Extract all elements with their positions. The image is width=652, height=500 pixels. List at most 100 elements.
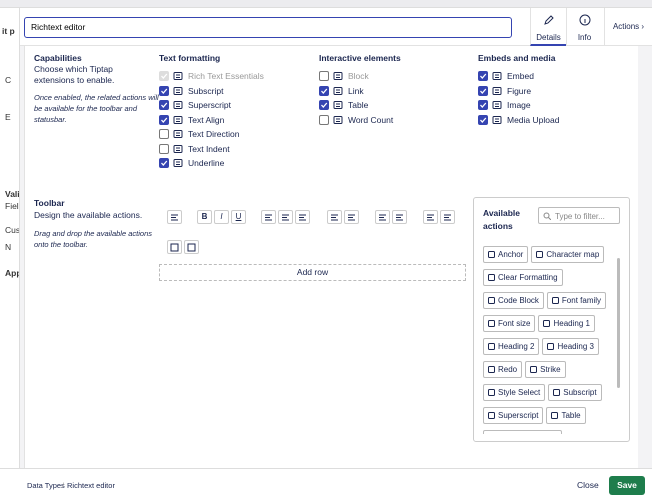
checkbox-label: Table [348, 100, 369, 110]
checkbox-item[interactable]: Subscript [159, 85, 223, 96]
action-chip[interactable]: Style Select [483, 384, 546, 401]
checkbox-item[interactable]: Link [319, 85, 364, 96]
breadcrumb: Richtext editor [67, 481, 115, 490]
filter-input[interactable]: Type to filter... [538, 207, 620, 224]
action-chip[interactable]: Strike [525, 361, 566, 378]
checkbox [159, 71, 169, 81]
main-panel: Capabilities Choose which Tiptap extensi… [24, 46, 638, 468]
action-chip[interactable]: Heading 1 [538, 315, 595, 332]
checkbox [319, 71, 329, 81]
checkbox-label: Rich Text Essentials [188, 71, 264, 81]
sidebar-text: App [5, 268, 20, 278]
sidebar-text: it p [2, 26, 15, 36]
icon [543, 320, 551, 327]
top-strip [0, 0, 652, 8]
checkbox-item[interactable]: Image [478, 100, 531, 110]
action-chip[interactable]: Redo [483, 361, 523, 378]
checkbox-label: Superscript [188, 100, 231, 110]
action-label: Redo [498, 365, 518, 374]
breadcrumb[interactable]: Data Types [27, 481, 65, 490]
filter-placeholder: Type to filter... [555, 212, 605, 221]
icon [488, 251, 495, 258]
checkbox-item[interactable]: Text Direction [159, 129, 240, 139]
toolbar-button[interactable] [184, 240, 199, 254]
checkbox-label: Link [348, 85, 364, 96]
section-description: Design the available actions. [34, 210, 143, 220]
checkbox [319, 100, 329, 110]
action-chip[interactable]: Anchor [483, 246, 529, 263]
checkbox-label: Image [507, 100, 531, 110]
checkbox-label: Media Upload [507, 114, 560, 125]
action-chip[interactable]: Code Block [483, 292, 544, 309]
toolbar-button[interactable] [295, 210, 310, 224]
action-label: Anchor [498, 250, 524, 259]
checkbox-label: Underline [188, 158, 225, 168]
icon [488, 274, 495, 281]
add-row-button[interactable]: Add row [159, 264, 466, 281]
close-button[interactable]: Close [577, 480, 599, 490]
toolbar-button[interactable] [261, 210, 276, 224]
toolbar-button[interactable] [278, 210, 293, 224]
checkbox [478, 114, 488, 125]
tab[interactable]: Details [530, 8, 566, 46]
checkbox-label: Block [348, 71, 369, 81]
actions-button[interactable]: Actions › [604, 8, 652, 46]
toolbar-button[interactable] [423, 210, 438, 224]
checkbox-item[interactable]: Superscript [159, 100, 231, 110]
icon [492, 86, 502, 95]
icon [544, 15, 554, 25]
tab-label: Info [577, 33, 592, 42]
toolbar-button[interactable] [327, 210, 342, 224]
icon [488, 343, 495, 350]
checkbox-item[interactable]: Table [319, 100, 368, 110]
toolbar-button[interactable] [344, 210, 359, 224]
action-chip[interactable]: Font size [483, 315, 536, 332]
action-chip[interactable]: Superscript [483, 407, 544, 424]
action-chip[interactable]: Text Align Justify [483, 430, 563, 434]
icon [173, 130, 183, 138]
toolbar-button[interactable] [167, 210, 182, 224]
action-chip[interactable]: Font family [546, 292, 607, 309]
checkbox-item[interactable]: Underline [159, 158, 224, 168]
action-label: Heading 1 [553, 319, 590, 328]
toolbar-button[interactable] [167, 240, 182, 254]
sidebar-text: Fiel [5, 201, 19, 211]
checkbox-item[interactable]: Text Align [159, 114, 224, 125]
action-chip[interactable]: Character map [531, 246, 605, 263]
checkbox [159, 129, 169, 139]
toolbar-button[interactable]: B [197, 210, 212, 224]
section-note: Drag and drop the available actions onto… [34, 229, 152, 249]
checkbox [159, 100, 169, 110]
icon [488, 366, 495, 373]
tab[interactable]: Info [566, 8, 602, 46]
save-button[interactable]: Save [609, 476, 645, 495]
checkbox-item[interactable]: Word Count [319, 114, 393, 125]
toolbar-button[interactable] [375, 210, 390, 224]
header: Richtext editor Details Info Actions › [20, 8, 652, 46]
toolbar-button[interactable] [392, 210, 407, 224]
group-title: Interactive elements [319, 53, 401, 63]
toolbar-button[interactable]: U [231, 210, 246, 224]
checkbox-label: Figure [507, 85, 532, 96]
action-chip[interactable]: Heading 2 [483, 338, 540, 355]
action-chip[interactable]: Heading 3 [542, 338, 599, 355]
checkbox-item[interactable]: Embed [478, 71, 534, 81]
toolbar-button[interactable]: I [214, 210, 229, 224]
action-chip[interactable]: Subscript [548, 384, 602, 401]
toolbar-button[interactable] [440, 210, 455, 224]
icon [530, 366, 538, 373]
checkbox-item[interactable]: Media Upload [478, 114, 560, 125]
checkbox-item[interactable]: Figure [478, 85, 532, 96]
icon [488, 389, 495, 396]
action-chip[interactable]: Clear Formatting [483, 269, 563, 286]
action-chip[interactable]: Table [546, 407, 586, 424]
checkbox-item: Block [319, 71, 369, 81]
checkbox-item[interactable]: Text Indent [159, 143, 230, 154]
icon [173, 86, 183, 95]
icon [173, 144, 183, 153]
name-input[interactable]: Richtext editor [24, 17, 512, 38]
sidebar-text: Cus [5, 225, 20, 235]
action-label: Character map [546, 250, 600, 259]
action-label: Font size [498, 319, 531, 328]
